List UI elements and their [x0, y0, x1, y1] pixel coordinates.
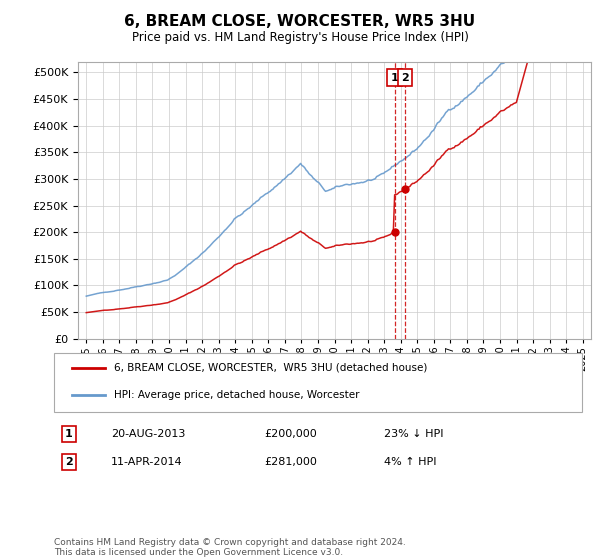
Text: £200,000: £200,000 [264, 429, 317, 439]
Text: 1: 1 [391, 73, 398, 82]
Text: 6, BREAM CLOSE, WORCESTER, WR5 3HU: 6, BREAM CLOSE, WORCESTER, WR5 3HU [124, 14, 476, 29]
Text: HPI: Average price, detached house, Worcester: HPI: Average price, detached house, Worc… [114, 390, 359, 400]
Text: 20-AUG-2013: 20-AUG-2013 [111, 429, 185, 439]
Text: 1: 1 [65, 429, 73, 439]
Text: 2: 2 [65, 457, 73, 467]
Text: Price paid vs. HM Land Registry's House Price Index (HPI): Price paid vs. HM Land Registry's House … [131, 31, 469, 44]
Text: 11-APR-2014: 11-APR-2014 [111, 457, 182, 467]
Text: 4% ↑ HPI: 4% ↑ HPI [384, 457, 437, 467]
Text: 2: 2 [401, 73, 409, 82]
Text: Contains HM Land Registry data © Crown copyright and database right 2024.
This d: Contains HM Land Registry data © Crown c… [54, 538, 406, 557]
Text: 6, BREAM CLOSE, WORCESTER,  WR5 3HU (detached house): 6, BREAM CLOSE, WORCESTER, WR5 3HU (deta… [114, 363, 427, 373]
Text: 23% ↓ HPI: 23% ↓ HPI [384, 429, 443, 439]
Text: £281,000: £281,000 [264, 457, 317, 467]
